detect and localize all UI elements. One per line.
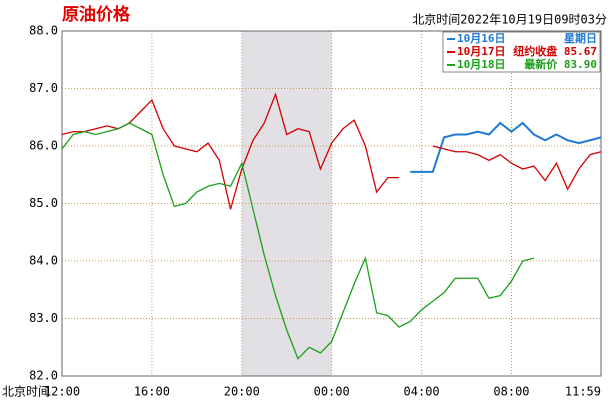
y-tick-label: 85.0 [29,196,58,210]
legend-note: 最新价 83.90 [524,57,597,71]
legend-label: 10月17日 [457,45,506,58]
legend-label: 10月16日 [457,32,506,45]
chart-title: 原油价格 [62,4,131,25]
y-tick-label: 82.0 [29,369,58,383]
legend-note: 纽约收盘 85.67 [513,44,597,58]
legend-note: 星期日 [564,31,597,45]
line-series [410,121,602,173]
y-tick-label: 86.0 [29,139,58,153]
x-tick-label: 12:00 [44,385,80,399]
y-tick-label: 84.0 [29,254,58,268]
x-tick-label: 08:00 [493,385,529,399]
line-series [61,122,535,360]
y-tick-label: 83.0 [29,311,58,325]
highlight-band [241,31,332,376]
legend-label: 10月18日 [457,58,506,71]
x-tick-label: 20:00 [224,385,260,399]
x-tick-label: 11:59 [565,385,601,399]
x-tick-label: 04:00 [404,385,440,399]
x-tick-label: 00:00 [314,385,350,399]
x-tick-label: 16:00 [134,385,170,399]
plot-border [61,30,602,377]
y-tick-label: 87.0 [29,81,58,95]
chart-subtitle: 北京时间2022年10月19日09时03分 [412,13,607,27]
y-tick-label: 88.0 [29,24,58,38]
legend-box [442,31,601,73]
x-axis-label: 北京时间 [2,385,50,399]
